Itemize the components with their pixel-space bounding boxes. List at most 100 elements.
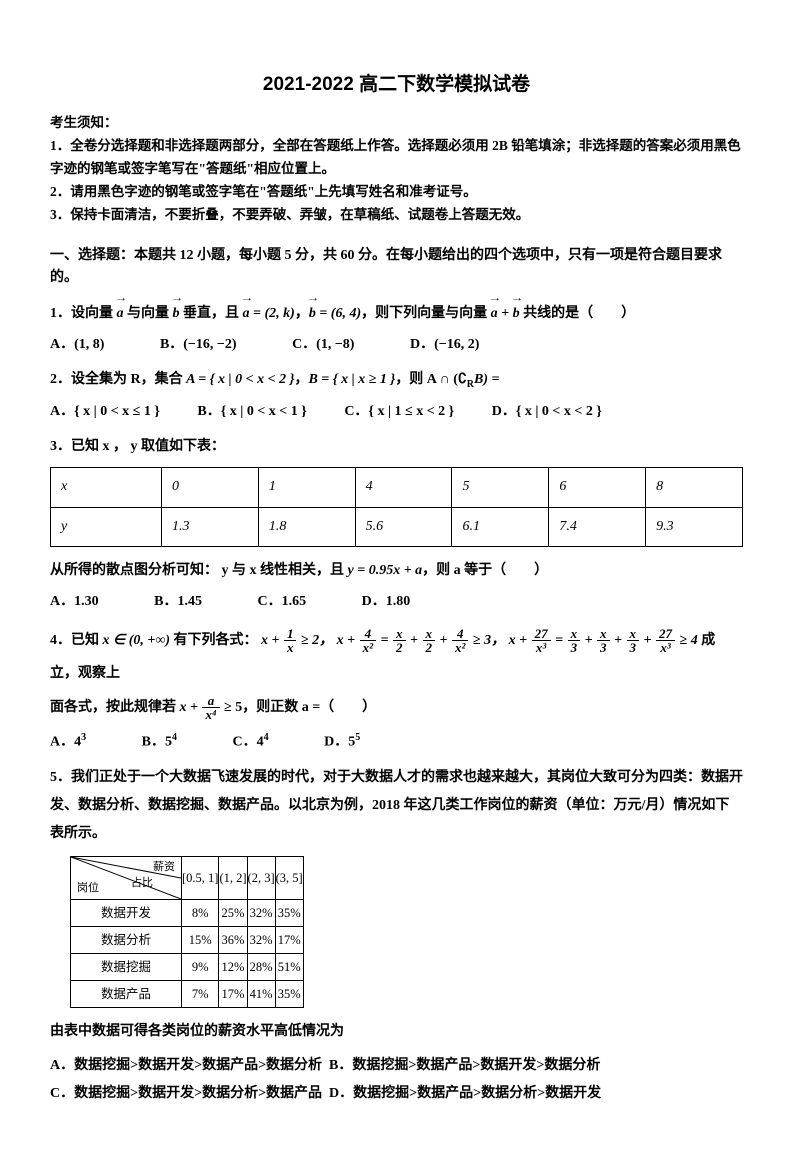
x-cell: 8 — [646, 468, 743, 507]
hdr-position: 岗位 — [77, 880, 99, 898]
expr2a: x + — [337, 633, 355, 648]
frac-x-over-3: x3 — [597, 627, 610, 654]
q1-text: 1．设向量 — [50, 306, 117, 321]
q1-text: 与向量 — [124, 306, 173, 321]
vector-b: b — [513, 300, 520, 328]
q4-option-b: B．54 — [142, 730, 177, 754]
q1-option-b: B．(−16, −2) — [160, 334, 237, 356]
q2-option-d: D．{ x | 0 < x < 2 } — [492, 401, 602, 423]
vector-a: a — [117, 300, 124, 328]
sep: ， — [294, 372, 308, 387]
frac-a-over-x4: ax⁴ — [202, 694, 219, 721]
vector-b: b — [309, 300, 316, 328]
row-label: 数据分析 — [71, 927, 182, 954]
frac-x-over-2: x2 — [393, 627, 406, 654]
y-cell: 1.3 — [162, 507, 259, 546]
q4-text: 有下列各式： — [170, 633, 258, 648]
q4-option-a: A．43 — [50, 730, 86, 754]
expr-a: x + — [180, 700, 198, 715]
y-cell: 1.8 — [258, 507, 355, 546]
q3-text: 从所得的散点图分析可知： y 与 x 线性相关，且 — [50, 563, 348, 578]
y-cell: 9.3 — [646, 507, 743, 546]
cell: 32% — [247, 927, 275, 954]
x-cell: 4 — [355, 468, 452, 507]
frac-1-over-x: 1x — [284, 627, 297, 654]
q5-option-c: C．数据挖掘>数据开发>数据分析>数据产品 — [50, 1086, 322, 1101]
y-cell: 5.6 — [355, 507, 452, 546]
range-header: [0.5, 1] — [182, 857, 219, 900]
q5-option-a: A．数据挖掘>数据开发>数据产品>数据分析 — [50, 1058, 322, 1073]
plus: + — [585, 633, 593, 648]
frac-x-over-3: x3 — [568, 627, 581, 654]
hdr-ratio: 占比 — [131, 875, 153, 893]
y-cell: 6.1 — [452, 507, 549, 546]
row-label: 数据产品 — [71, 981, 182, 1008]
frac-4-over-x2: 4x² — [452, 627, 468, 654]
cell: 36% — [219, 927, 247, 954]
plus: + — [440, 633, 448, 648]
q5-option-b: B．数据挖掘>数据产品>数据开发>数据分析 — [329, 1058, 600, 1073]
q5-after: 由表中数据可得各类岗位的薪资水平高低情况为 — [50, 1018, 743, 1046]
q5-options: A．数据挖掘>数据开发>数据产品>数据分析 B．数据挖掘>数据产品>数据开发>数… — [50, 1052, 743, 1108]
table-row: 数据分析 15% 36% 32% 17% — [71, 927, 304, 954]
q3-option-c: C．1.65 — [257, 591, 306, 613]
q2-setB: B = { x | x ≥ 1 } — [308, 372, 395, 387]
expr3a: x + — [509, 633, 527, 648]
q4-option-c: C．44 — [232, 730, 268, 754]
question-5: 5．我们正处于一个大数据飞速发展的时代，对于大数据人才的需求也越来越大，其岗位大… — [50, 764, 743, 848]
row-label: 数据开发 — [71, 900, 182, 927]
cell: 9% — [182, 954, 219, 981]
q3-option-a: A．1.30 — [50, 591, 99, 613]
table-row: y 1.3 1.8 5.6 6.1 7.4 9.3 — [51, 507, 743, 546]
frac-x-over-2: x2 — [423, 627, 436, 654]
plus: + — [410, 633, 418, 648]
plus: + — [614, 633, 622, 648]
cell: 51% — [275, 954, 303, 981]
expr2e: ≥ 3， — [473, 633, 505, 648]
q2-tail: ，则 A ∩ (∁ — [395, 372, 466, 387]
frac-27-over-x3: 27x³ — [532, 627, 551, 654]
q4-line2a: 面各式，按此规律若 — [50, 700, 180, 715]
cell: 12% — [219, 954, 247, 981]
q2-options: A．{ x | 0 < x ≤ 1 } B．{ x | 0 < x < 1 } … — [50, 401, 743, 423]
q1-text: 垂直，且 — [180, 306, 243, 321]
range-header: (2, 3] — [247, 857, 275, 900]
question-2: 2．设全集为 R，集合 A = { x | 0 < x < 2 }，B = { … — [50, 366, 743, 395]
q3-option-b: B．1.45 — [154, 591, 202, 613]
q1-aval: = (2, k) — [250, 306, 295, 321]
cell: 15% — [182, 927, 219, 954]
instructions-block: 考生须知： 1．全卷分选择题和非选择题两部分，全部在答题纸上作答。选择题必须用 … — [50, 112, 743, 227]
x-label: x — [51, 468, 162, 507]
q1-text: ，则下列向量与向量 — [361, 306, 491, 321]
expr3f: ≥ 4 — [680, 633, 698, 648]
table-row: 数据挖掘 9% 12% 28% 51% — [71, 954, 304, 981]
instruction-line: 2．请用黑色字迹的钢笔或签字笔在"答题纸"上先填写姓名和准考证号。 — [50, 181, 743, 204]
q3-text: 3．已知 x ， y 取值如下表： — [50, 439, 225, 454]
hdr-salary: 薪资 — [153, 859, 175, 877]
q2-text: 2．设全集为 R，集合 — [50, 372, 186, 387]
frac-x-over-3: x3 — [627, 627, 640, 654]
q4-options: A．43 B．54 C．44 D．55 — [50, 730, 743, 754]
q2-option-b: B．{ x | 0 < x < 1 } — [197, 401, 306, 423]
table-row: 数据产品 7% 17% 41% 35% — [71, 981, 304, 1008]
q1-option-d: D．(−16, 2) — [410, 334, 479, 356]
question-3: 3．已知 x ， y 取值如下表： — [50, 433, 743, 461]
instructions-header: 考生须知： — [50, 112, 743, 135]
instruction-line: 3．保持卡面清洁，不要折叠，不要弄破、弄皱，在草稿纸、试题卷上答题无效。 — [50, 204, 743, 227]
table-row: x 0 1 4 5 6 8 — [51, 468, 743, 507]
q4-line2c: ≥ 5，则正数 a =（ ） — [224, 700, 376, 715]
question-1: 1．设向量 a 与向量 b 垂直，且 a = (2, k)，b = (6, 4)… — [50, 300, 743, 328]
cell: 17% — [275, 927, 303, 954]
question-4: 4．已知 x ∈ (0, +∞) 有下列各式： x + 1x ≥ 2， x + … — [50, 624, 743, 725]
cell: 17% — [219, 981, 247, 1008]
q3-option-d: D．1.80 — [362, 591, 411, 613]
q3-options: A．1.30 B．1.45 C．1.65 D．1.80 — [50, 591, 743, 613]
y-cell: 7.4 — [549, 507, 646, 546]
y-label: y — [51, 507, 162, 546]
cell: 25% — [219, 900, 247, 927]
q3-eq: y = 0.95x + a — [348, 563, 423, 578]
q2-tail2: B) = — [474, 372, 499, 387]
q2-option-a: A．{ x | 0 < x ≤ 1 } — [50, 401, 160, 423]
q1-text: 共线的是（ ） — [520, 306, 636, 321]
exam-page: 2021-2022 高二下数学模拟试卷 考生须知： 1．全卷分选择题和非选择题两… — [0, 0, 793, 1158]
